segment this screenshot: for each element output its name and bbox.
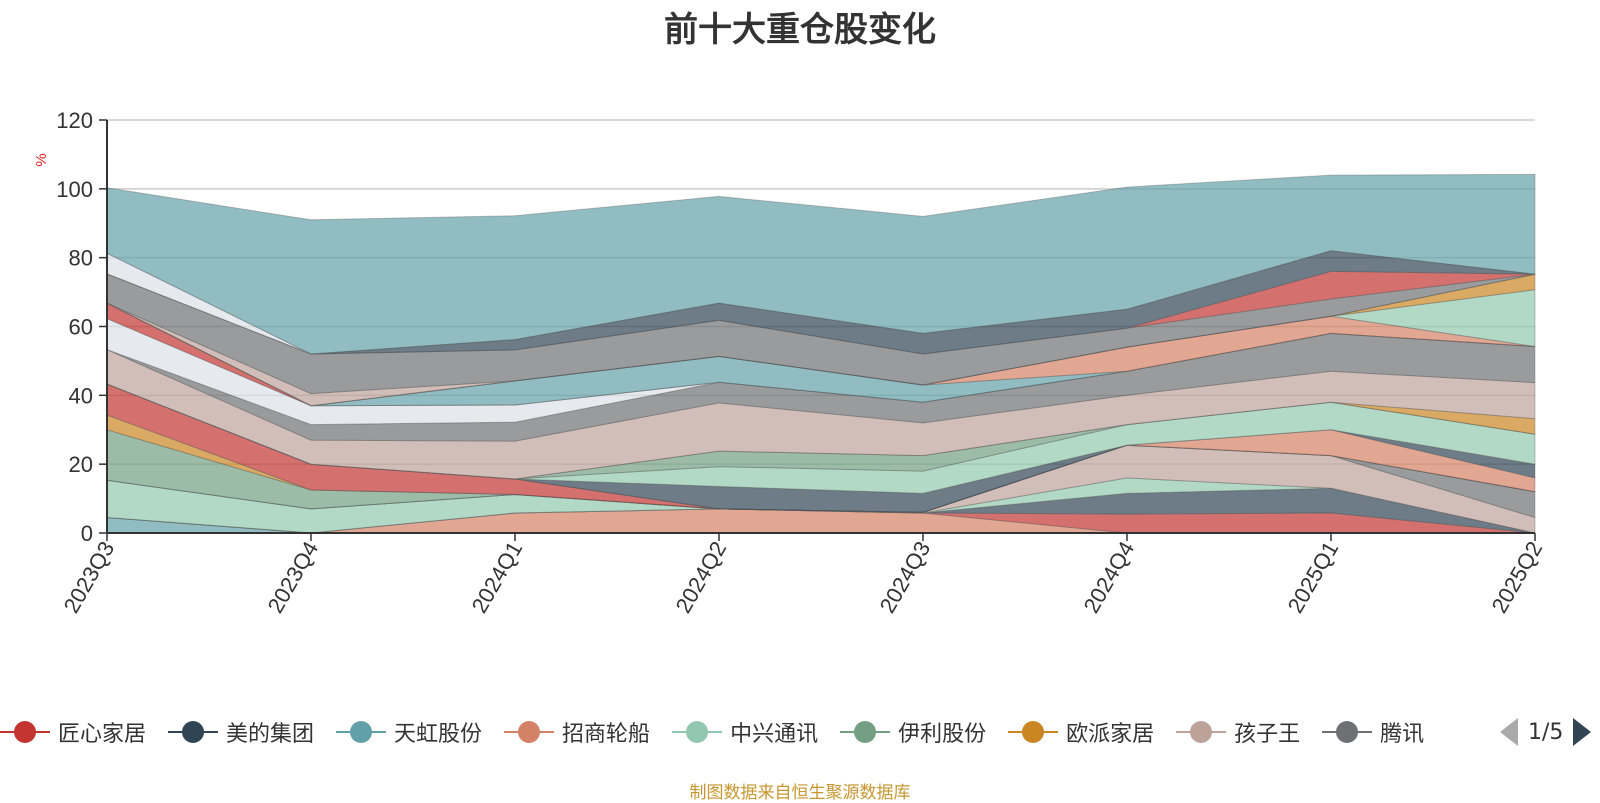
- x-tick-label: 2025Q1: [1283, 537, 1344, 617]
- legend-item[interactable]: 美的集团: [168, 716, 314, 748]
- legend-label: 孩子王: [1234, 722, 1301, 747]
- legend-page-indicator: 1/5: [1528, 719, 1564, 745]
- legend-marker-icon: [336, 719, 387, 745]
- legend-item[interactable]: 匠心家居: [0, 716, 146, 748]
- chart-title: 前十大重仓股变化: [664, 10, 936, 50]
- x-tick-label: 2025Q2: [1487, 537, 1548, 617]
- legend-items: 匠心家居 美的集团 天虹股份 招商轮船 中兴通讯 伊利股份 欧派家居 孩子王 腾讯: [0, 712, 1482, 752]
- legend-label: 美的集团: [226, 722, 315, 747]
- x-tick-label: 2024Q3: [875, 537, 936, 617]
- legend-label: 中兴通讯: [730, 722, 819, 747]
- legend-item[interactable]: 孩子王: [1176, 716, 1300, 748]
- x-tick-label: 2023Q4: [263, 537, 324, 617]
- legend-marker-icon: [168, 719, 219, 745]
- x-tick-label: 2023Q3: [59, 537, 120, 617]
- y-tick-label: 100: [56, 177, 93, 202]
- x-tick-label: 2024Q4: [1079, 537, 1140, 617]
- stacked-area-chart: 0 20 40 60 80 100 120 2023Q3 2023Q4 2024Q1 2024Q2 2…: [33, 108, 1548, 617]
- legend-marker-icon: [1008, 719, 1059, 745]
- area-series-7[interactable]: [106, 444, 1536, 519]
- x-tick-label: 2024Q1: [467, 537, 528, 617]
- y-tick-label: 0: [81, 521, 93, 546]
- y-tick-label: 40: [69, 383, 93, 408]
- legend-label: 匠心家居: [58, 722, 147, 747]
- legend-label: 伊利股份: [898, 722, 987, 747]
- legend-label: 天虹股份: [394, 722, 483, 747]
- legend: 匠心家居 美的集团 天虹股份 招商轮船 中兴通讯 伊利股份 欧派家居 孩子王 腾讯 1/5: [0, 712, 1600, 752]
- legend-marker-icon: [672, 719, 723, 745]
- legend-item[interactable]: 腾讯: [1322, 716, 1424, 748]
- legend-marker-icon: [504, 719, 555, 745]
- legend-label: 腾讯: [1380, 722, 1425, 747]
- legend-viewport: 匠心家居 美的集团 天虹股份 招商轮船 中兴通讯 伊利股份 欧派家居 孩子王 腾讯: [0, 712, 1482, 752]
- legend-item[interactable]: 天虹股份: [336, 716, 482, 748]
- area-series-29[interactable]: [106, 173, 1536, 355]
- legend-pager: 1/5: [1500, 712, 1592, 752]
- legend-marker-icon: [1322, 719, 1373, 745]
- area-series-11[interactable]: [106, 383, 1536, 513]
- y-tick-label: 120: [56, 108, 93, 133]
- area-series-25[interactable]: [106, 273, 1536, 395]
- x-tick-label: 2024Q2: [671, 537, 732, 617]
- legend-marker-icon: [840, 719, 891, 745]
- y-axis-unit: %: [33, 153, 50, 166]
- area-series: [106, 173, 1536, 534]
- legend-label: 招商轮船: [562, 722, 651, 747]
- y-tick-label: 20: [69, 452, 93, 477]
- y-tick-label: 60: [69, 315, 93, 340]
- legend-item[interactable]: 伊利股份: [840, 716, 986, 748]
- legend-label: 欧派家居: [1066, 722, 1155, 747]
- legend-marker-icon: [0, 719, 50, 745]
- legend-marker-icon: [1176, 719, 1227, 745]
- source-footnote: 制图数据来自恒生聚源数据库: [689, 783, 911, 803]
- area-series-6[interactable]: [106, 444, 1536, 534]
- legend-next-page-icon[interactable]: [1573, 718, 1592, 746]
- legend-item[interactable]: 中兴通讯: [672, 716, 818, 748]
- y-tick-label: 80: [69, 246, 93, 271]
- legend-item[interactable]: 招商轮船: [504, 716, 650, 748]
- legend-item[interactable]: 欧派家居: [1008, 716, 1154, 748]
- legend-prev-page-icon[interactable]: [1500, 718, 1518, 746]
